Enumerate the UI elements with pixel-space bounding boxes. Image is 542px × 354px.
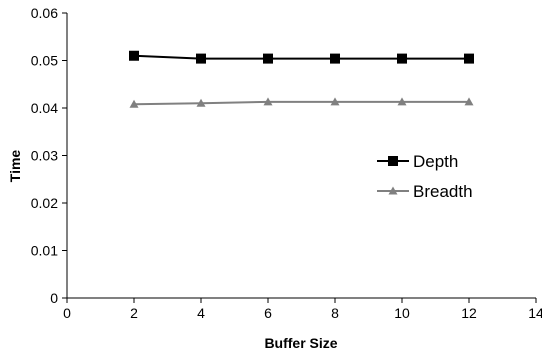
data-point-depth (397, 53, 407, 64)
y-axis-title: Time (7, 150, 23, 183)
x-tick-label: 12 (461, 305, 477, 321)
data-point-breadth (330, 97, 340, 106)
x-axis-title: Buffer Size (264, 335, 337, 351)
legend-marker-breadth (388, 186, 398, 195)
y-tick-label: 0.03 (31, 148, 58, 164)
y-tick-label: 0.04 (31, 100, 58, 116)
y-tick-label: 0.01 (31, 243, 58, 259)
series-depth (129, 50, 474, 64)
series-line-depth (133, 54, 469, 60)
data-point-breadth (129, 99, 139, 108)
x-tick-label: 4 (197, 305, 205, 321)
legend: Depth Breadth (377, 152, 473, 201)
series-breadth (129, 97, 474, 108)
y-tick-label: 0.06 (31, 5, 58, 21)
series-line-breadth (133, 100, 469, 106)
x-tick-label: 14 (528, 305, 542, 321)
data-point-breadth (196, 98, 206, 107)
x-tick-label: 6 (264, 305, 272, 321)
x-axis-ticks: 0 2 4 6 8 10 12 14 (63, 298, 542, 321)
y-tick-label: 0.05 (31, 53, 58, 69)
y-tick-label: 0.02 (31, 195, 58, 211)
x-tick-label: 10 (394, 305, 410, 321)
legend-label-depth: Depth (413, 152, 458, 171)
data-point-depth (129, 50, 139, 61)
series-layer (129, 50, 474, 108)
y-axis-ticks: 0 0.01 0.02 0.03 0.04 0.05 0.06 (31, 5, 67, 306)
data-point-breadth (397, 97, 407, 106)
legend-item-depth: Depth (377, 152, 458, 171)
legend-item-breadth: Breadth (377, 182, 473, 201)
legend-marker-depth (388, 156, 398, 166)
data-point-depth (464, 53, 474, 64)
data-point-depth (196, 53, 206, 64)
y-tick-label: 0 (50, 290, 58, 306)
data-point-depth (263, 53, 273, 64)
data-point-depth (330, 53, 340, 64)
x-tick-label: 8 (331, 305, 339, 321)
x-tick-label: 2 (130, 305, 138, 321)
x-tick-label: 0 (63, 305, 71, 321)
legend-label-breadth: Breadth (413, 182, 473, 201)
data-point-breadth (263, 97, 273, 106)
data-point-breadth (464, 97, 474, 106)
